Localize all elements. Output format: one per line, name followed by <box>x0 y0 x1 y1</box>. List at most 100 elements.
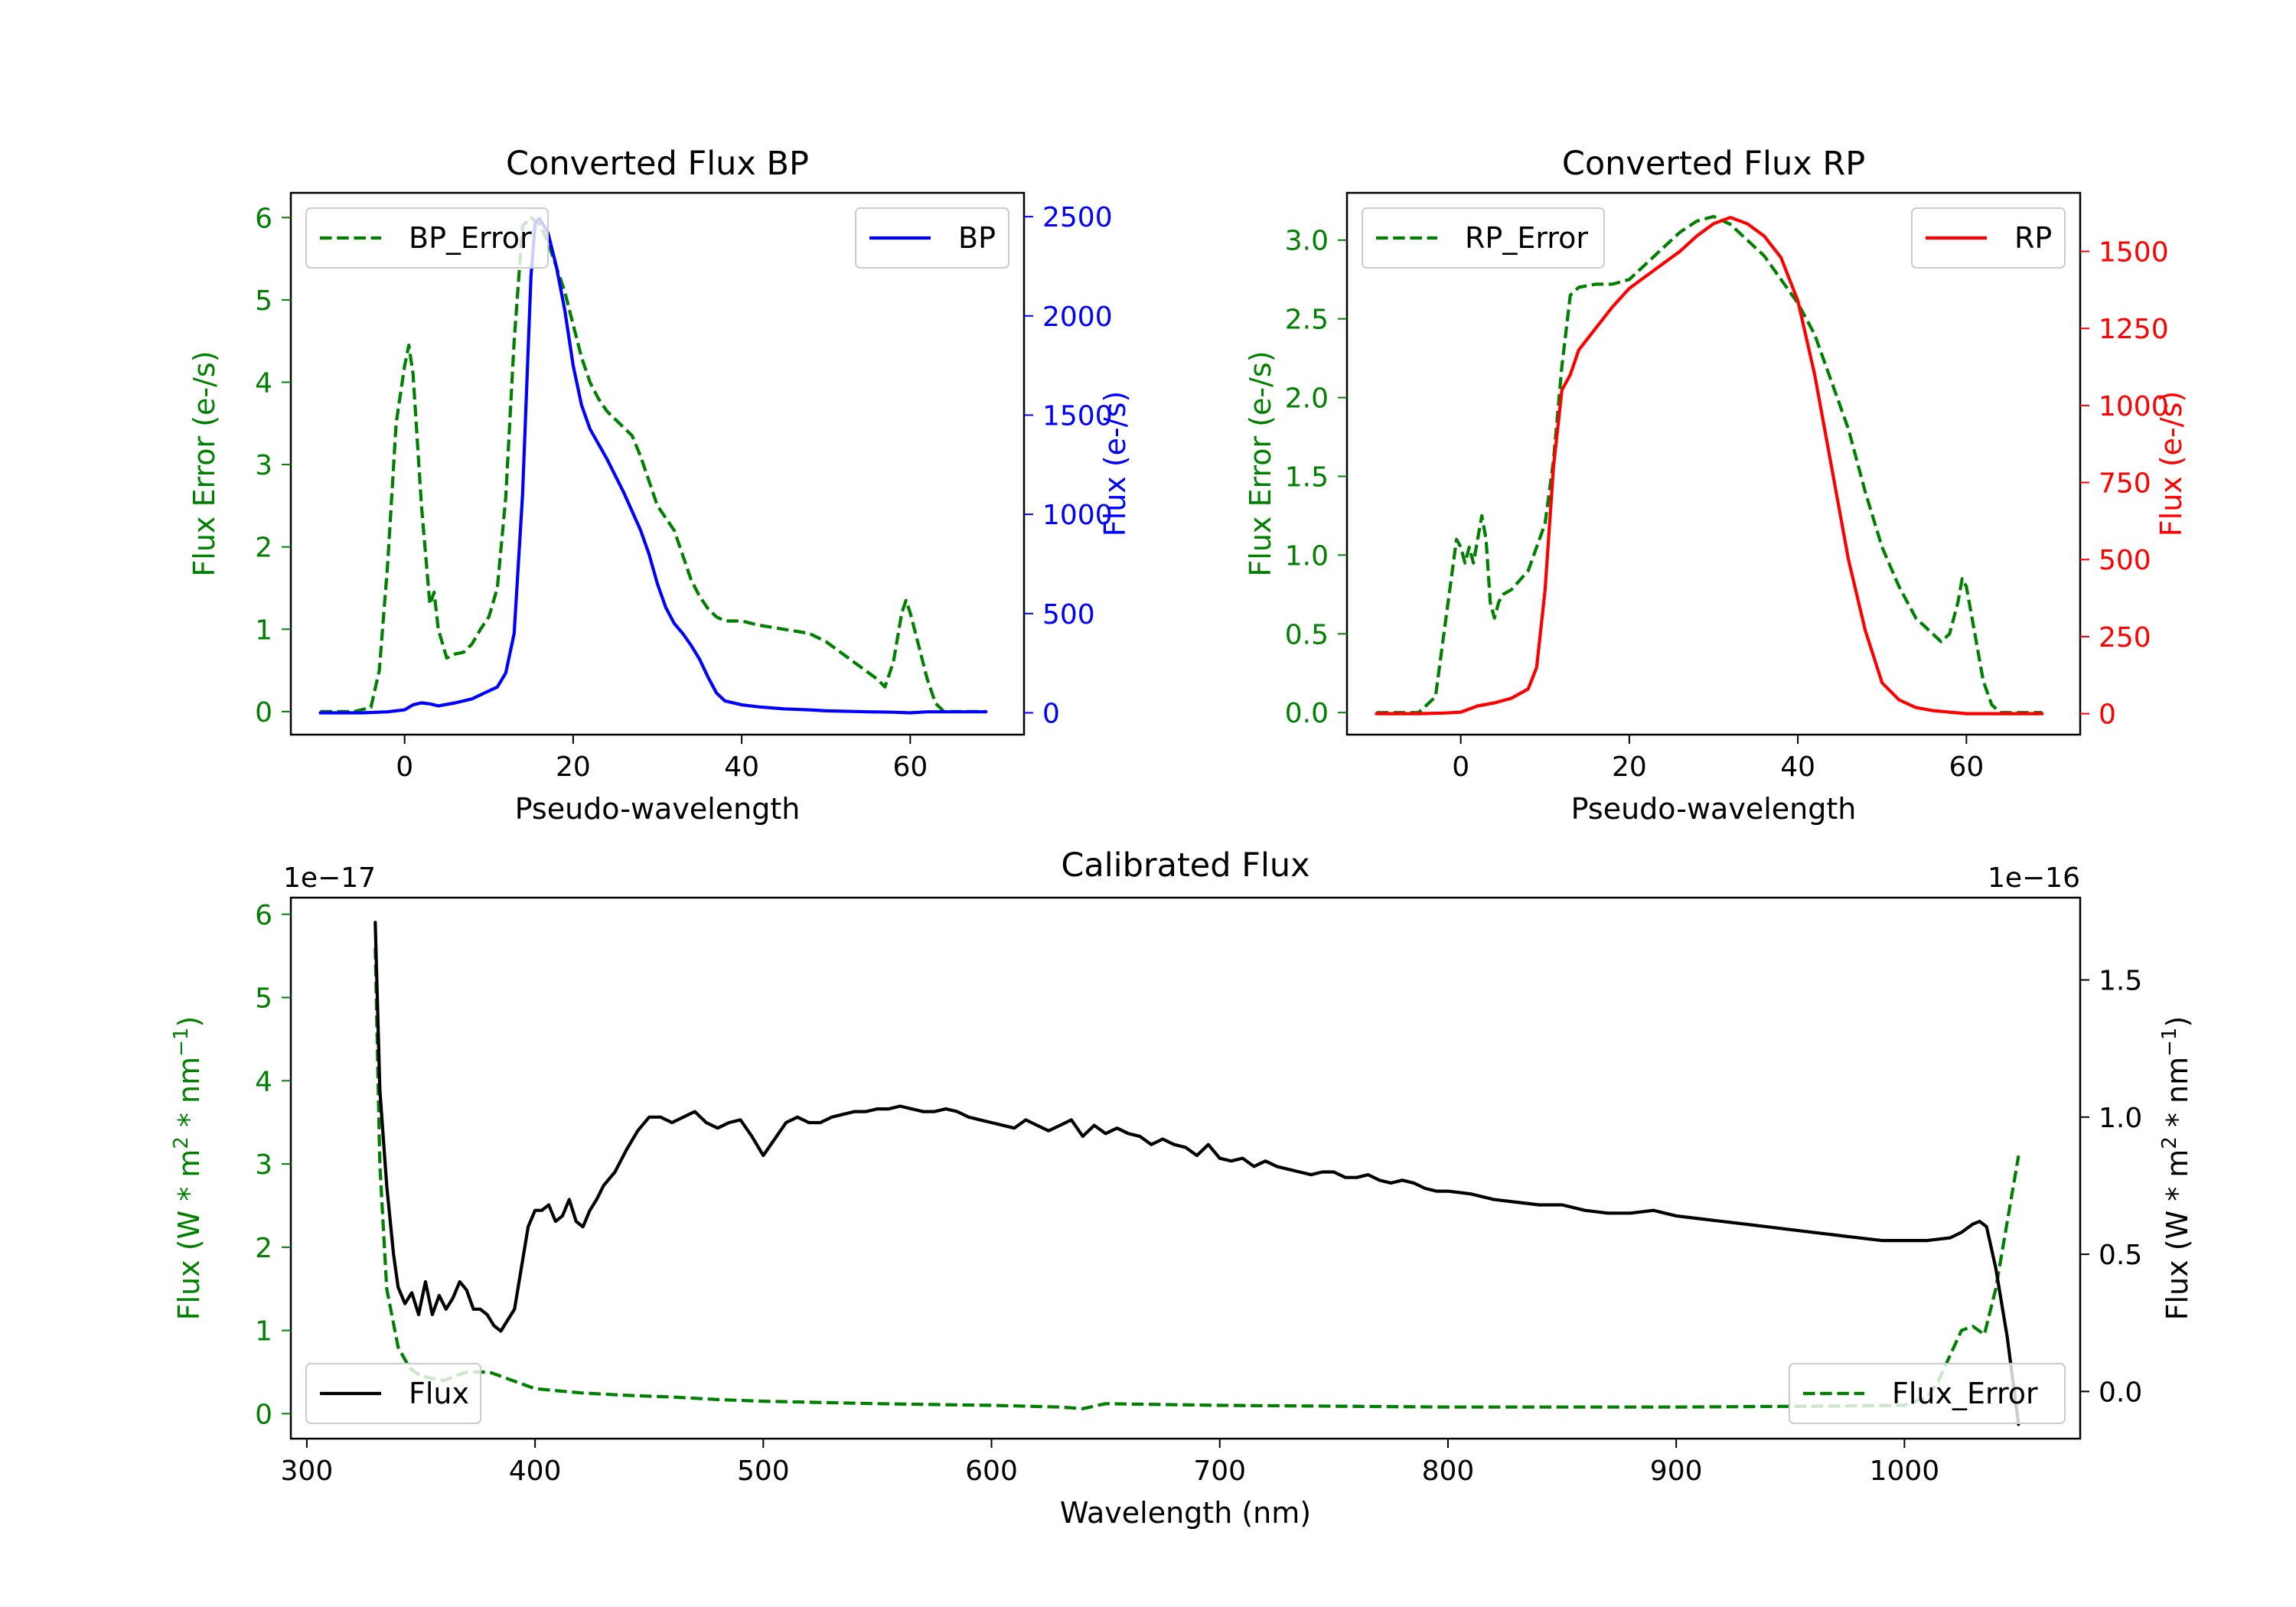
calibrated-x-tick-label: 600 <box>965 1455 1018 1487</box>
rp-legend-box <box>1362 207 1605 269</box>
calibrated-left-y-tick-label: 4 <box>255 1066 272 1097</box>
calibrated-left-y-tick-label: 5 <box>255 983 272 1015</box>
rp-x-axis-label: Pseudo-wavelength <box>1571 792 1857 826</box>
rp-legend-rp: RP <box>1911 207 2066 269</box>
calibrated-left-y-axis-label-part: 2 <box>170 1136 193 1149</box>
calibrated-left-y-tick-label: 0 <box>255 1399 272 1430</box>
bp-left-y-tick-label: 4 <box>255 367 272 399</box>
calibrated-left-y-axis-label-part: Flux (W * m <box>172 1149 206 1321</box>
rp-legend-label: RP_Error <box>1465 221 1588 255</box>
bp-series-bp-error-line <box>320 216 987 713</box>
calibrated-left-y-axis-label: Flux (W * m2 * nm−1) <box>170 1016 206 1321</box>
bp-legend-label: BP <box>958 221 996 255</box>
rp-plot-frame <box>1345 191 2082 736</box>
calibrated-left-y-axis-label-part: −1 <box>170 1028 193 1057</box>
rp-left-y-tick-label: 1.0 <box>1285 540 1329 572</box>
bp-x-tick-label: 0 <box>396 751 413 783</box>
rp-panel: RP_Error RP 0 20 40 60 Pseudo-wavelength 0.0 0.5… <box>1244 145 2188 826</box>
bp-plot-frame <box>289 191 1026 736</box>
rp-right-y-tick-label: 1000 <box>2099 391 2169 422</box>
rp-right-y-tick-label: 500 <box>2099 545 2151 576</box>
calibrated-chart-title: Calibrated Flux <box>1061 846 1309 885</box>
calibrated-right-offset-text: 1e−16 <box>1988 862 2080 894</box>
calibrated-right-y-axis-label-part: Flux (W * m <box>2161 1149 2194 1321</box>
rp-left-y-axis-label: Flux Error (e-/s) <box>1244 350 1277 576</box>
bp-right-y-tick-label: 1000 <box>1042 500 1113 531</box>
calibrated-left-y-tick-label: 6 <box>255 900 272 931</box>
calibrated-right-y-axis-label-part: −1 <box>2158 1028 2181 1057</box>
rp-x-tick-label: 20 <box>1612 751 1647 783</box>
bp-left-y-tick-label: 3 <box>255 450 272 481</box>
calibrated-right-y-tick-label: 1.5 <box>2099 966 2142 997</box>
rp-x-tick-label: 40 <box>1780 751 1815 783</box>
calibrated-series-flux-error-line <box>373 947 2020 1410</box>
rp-right-y-tick-label: 1250 <box>2099 314 2169 345</box>
calibrated-x-tick-label: 300 <box>281 1455 334 1487</box>
calibrated-x-tick-label: 700 <box>1193 1455 1246 1487</box>
calibrated-right-y-axis-label-part: * nm <box>2161 1057 2194 1136</box>
bp-right-y-tick-label: 0 <box>1042 698 1060 729</box>
rp-left-y-tick-label: 2.5 <box>1285 305 1329 336</box>
bp-x-axis-label: Pseudo-wavelength <box>515 792 801 826</box>
rp-right-y-tick-label: 0 <box>2099 699 2116 731</box>
rp-x-tick-label: 0 <box>1452 751 1469 783</box>
calibrated-x-axis-label: Wavelength (nm) <box>1060 1496 1311 1530</box>
bp-right-y-tick-label: 2000 <box>1042 302 1113 333</box>
rp-right-y-axis-label: Flux (e-/s) <box>2154 391 2188 536</box>
calibrated-left-offset-text: 1e−17 <box>283 862 376 894</box>
bp-x-tick-label: 40 <box>724 751 759 783</box>
calibrated-right-y-axis-label-part: ) <box>2161 1016 2194 1028</box>
calibrated-x-tick-label: 500 <box>737 1455 790 1487</box>
calibrated-left-y-axis-label-part: ) <box>172 1016 206 1028</box>
calibrated-right-y-tick-label: 0.5 <box>2099 1240 2142 1271</box>
bp-left-y-tick-label: 6 <box>255 203 272 234</box>
rp-series-rp-line <box>1375 216 2044 715</box>
calibrated-left-y-tick-label: 2 <box>255 1233 272 1264</box>
calibrated-plot-frame <box>289 896 2082 1440</box>
bp-x-tick-label: 60 <box>892 751 928 783</box>
rp-legend-rp-error: RP_Error <box>1362 207 1605 269</box>
calibrated-legend-box <box>305 1363 481 1424</box>
calibrated-x-tick-label: 900 <box>1650 1455 1703 1487</box>
bp-series-bp-line <box>318 217 988 715</box>
bp-x-tick-label: 20 <box>556 751 591 783</box>
calibrated-legend-box <box>1789 1363 2066 1424</box>
calibrated-x-tick-label: 1000 <box>1870 1455 1940 1487</box>
rp-right-y-tick-label: 250 <box>2099 622 2151 654</box>
calibrated-right-y-tick-label: 1.0 <box>2099 1103 2142 1134</box>
calibrated-series-flux-line <box>373 921 2020 1426</box>
bp-right-y-tick-label: 500 <box>1042 599 1095 631</box>
bp-left-y-tick-label: 0 <box>255 697 272 729</box>
calibrated-left-y-axis-label-part: * nm <box>172 1057 206 1136</box>
calibrated-x-tick-label: 400 <box>509 1455 562 1487</box>
rp-legend-label: RP <box>2014 221 2052 255</box>
calibrated-left-y-tick-label: 3 <box>255 1149 272 1181</box>
calibrated-panel: Flux_Error Flux 300 400 500 600 700 800 900 1000 W… <box>170 846 2194 1530</box>
calibrated-right-y-axis-label: Flux (W * m2 * nm−1) <box>2158 1016 2194 1321</box>
bp-left-y-tick-label: 2 <box>255 533 272 564</box>
bp-left-y-tick-label: 1 <box>255 614 272 646</box>
bp-right-y-tick-label: 2500 <box>1042 202 1113 233</box>
bp-left-y-axis-label: Flux Error (e-/s) <box>188 350 221 576</box>
calibrated-left-y-tick-label: 1 <box>255 1316 272 1348</box>
bp-legend-label: BP_Error <box>409 221 532 255</box>
bp-right-y-tick-label: 1500 <box>1042 400 1113 432</box>
bp-left-y-tick-label: 5 <box>255 285 272 317</box>
calibrated-legend-label: Flux <box>409 1377 469 1410</box>
calibrated-right-y-tick-label: 0.0 <box>2099 1377 2142 1408</box>
rp-left-y-tick-label: 3.0 <box>1285 226 1329 257</box>
rp-right-y-tick-label: 1500 <box>2099 237 2169 269</box>
calibrated-legend-flux-error: Flux_Error <box>1789 1363 2066 1424</box>
bp-legend-bp: BP <box>855 207 1009 269</box>
bp-legend-box <box>305 207 549 269</box>
bp-panel: BP_Error BP0 20 40 60Pseudo-wavelength012345… <box>188 145 1132 826</box>
calibrated-x-tick-label: 800 <box>1422 1455 1475 1487</box>
rp-legend-box <box>1911 207 2066 269</box>
rp-chart-title: Converted Flux RP <box>1562 145 1865 183</box>
bp-legend-bp-error: BP_Error <box>305 207 549 269</box>
calibrated-legend-label: Flux_Error <box>1892 1377 2038 1410</box>
rp-x-tick-label: 60 <box>1949 751 1984 783</box>
rp-left-y-tick-label: 1.5 <box>1285 461 1329 493</box>
bp-right-y-axis-label: Flux (e-/s) <box>1098 391 1132 536</box>
